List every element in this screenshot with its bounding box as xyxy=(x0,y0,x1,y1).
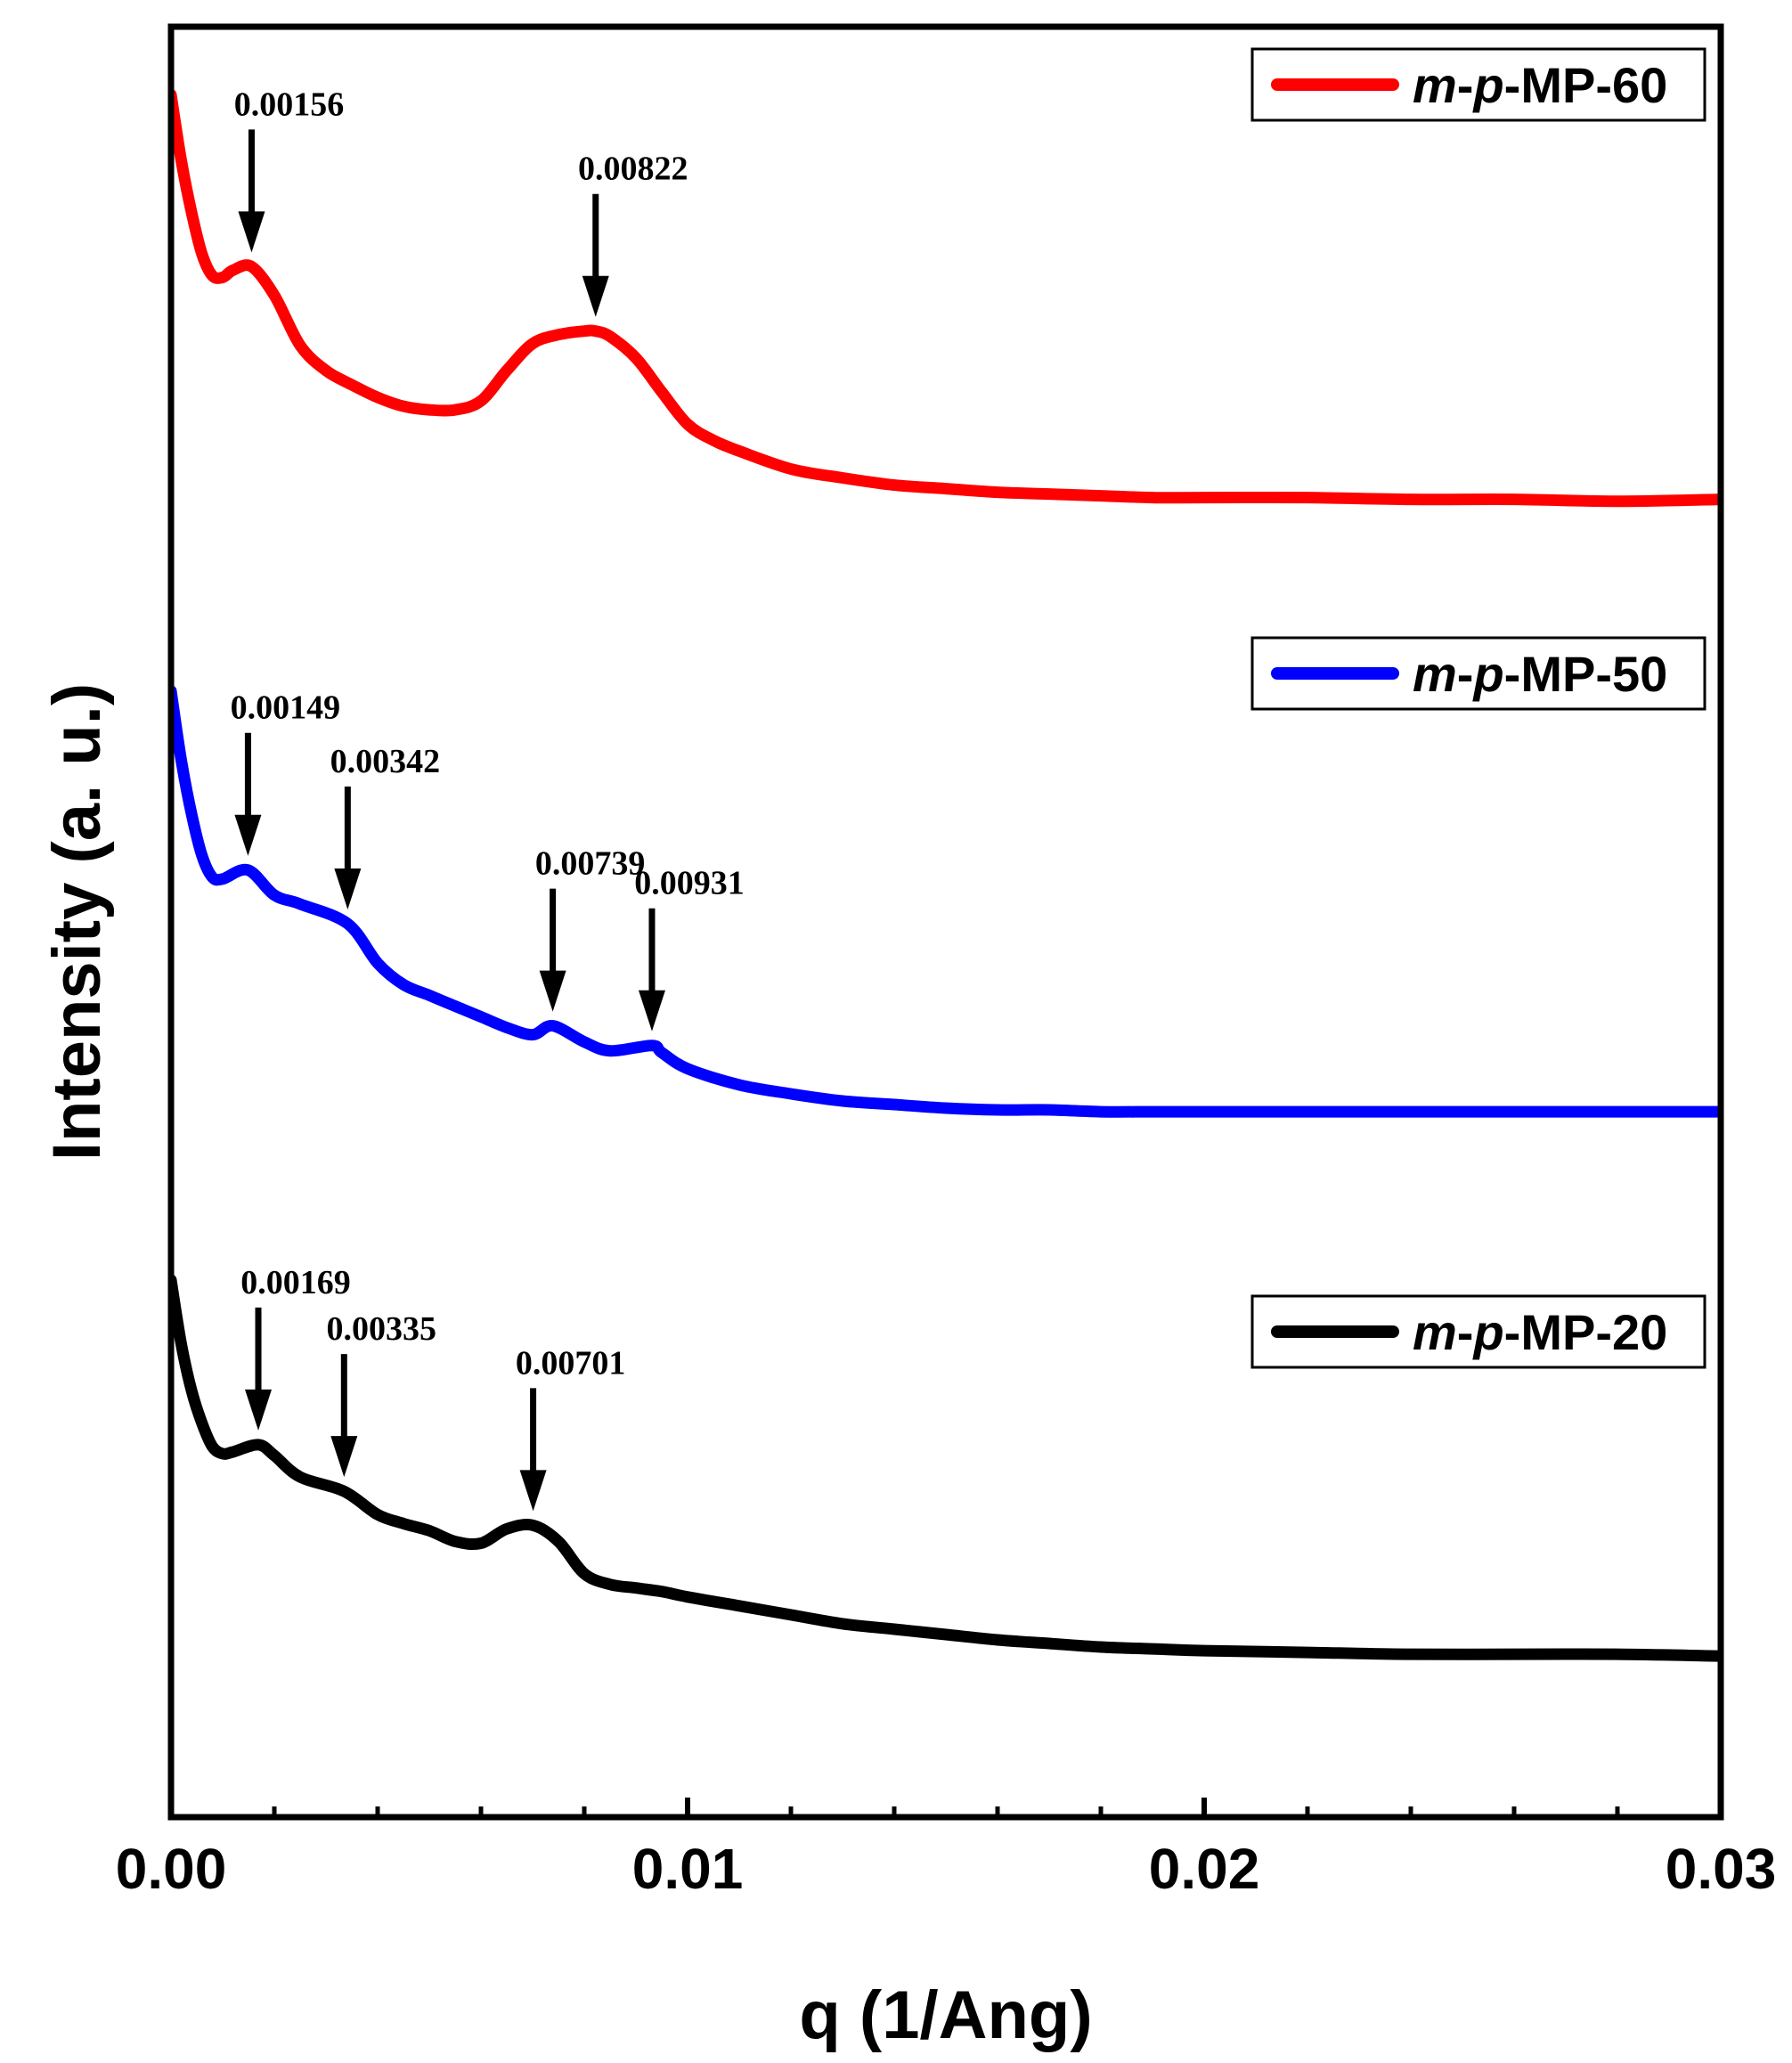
legend-item-2: m-p-MP-20 xyxy=(1250,1294,1706,1369)
series-line-1 xyxy=(171,685,1721,1118)
annotation-arrow-head xyxy=(330,1436,358,1478)
peak-label: 0.00822 xyxy=(578,151,688,188)
annotation-arrow-head xyxy=(582,275,609,317)
legend-label: m-p-MP-50 xyxy=(1413,646,1667,702)
x-axis-title: q (1/Ang) xyxy=(799,1977,1092,2053)
x-axis: 0.00 0.01 0.02 0.03 xyxy=(116,1798,1777,1901)
peak-label: 0.00931 xyxy=(634,865,745,902)
plot-frame xyxy=(167,23,1724,1821)
annotation-arrow-head xyxy=(638,990,665,1032)
peak-annotations: 0.00156 0.00822 0.00149 0.00342 0.007390.009… xyxy=(231,86,745,1512)
legend-label: m-p-MP-60 xyxy=(1413,57,1667,113)
legend-item-1: m-p-MP-50 xyxy=(1250,636,1706,711)
annotation-arrow-head xyxy=(234,814,262,856)
peak-label: 0.00156 xyxy=(234,86,345,123)
series-line-2 xyxy=(171,1274,1721,1662)
x-tick-label: 0.03 xyxy=(1666,1837,1777,1901)
y-axis-title: Intensity (a. u.) xyxy=(39,683,115,1161)
annotation-arrow-head xyxy=(238,211,265,253)
legend-item-0: m-p-MP-60 xyxy=(1250,47,1706,122)
peak-label: 0.00149 xyxy=(231,689,341,727)
peak-label: 0.00335 xyxy=(327,1310,437,1348)
series-layer xyxy=(171,88,1721,1662)
peak-label: 0.00739 xyxy=(535,845,646,883)
x-tick-label: 0.02 xyxy=(1149,1837,1260,1901)
legend-boxes: m-p-MP-60 m-p-MP-50 m-p-MP-20 xyxy=(1250,47,1706,1369)
annotation-arrow-head xyxy=(334,868,362,910)
series-line-0 xyxy=(171,88,1721,508)
peak-label: 0.00701 xyxy=(516,1344,626,1382)
x-tick-label: 0.00 xyxy=(116,1837,227,1901)
annotation-arrow-head xyxy=(245,1389,273,1431)
legend-label: m-p-MP-20 xyxy=(1413,1304,1667,1360)
annotation-arrow-head xyxy=(519,1470,547,1512)
annotation-arrow-head xyxy=(539,970,566,1012)
peak-label: 0.00169 xyxy=(240,1264,351,1301)
x-tick-label: 0.01 xyxy=(632,1837,744,1901)
peak-label: 0.00342 xyxy=(330,743,441,780)
